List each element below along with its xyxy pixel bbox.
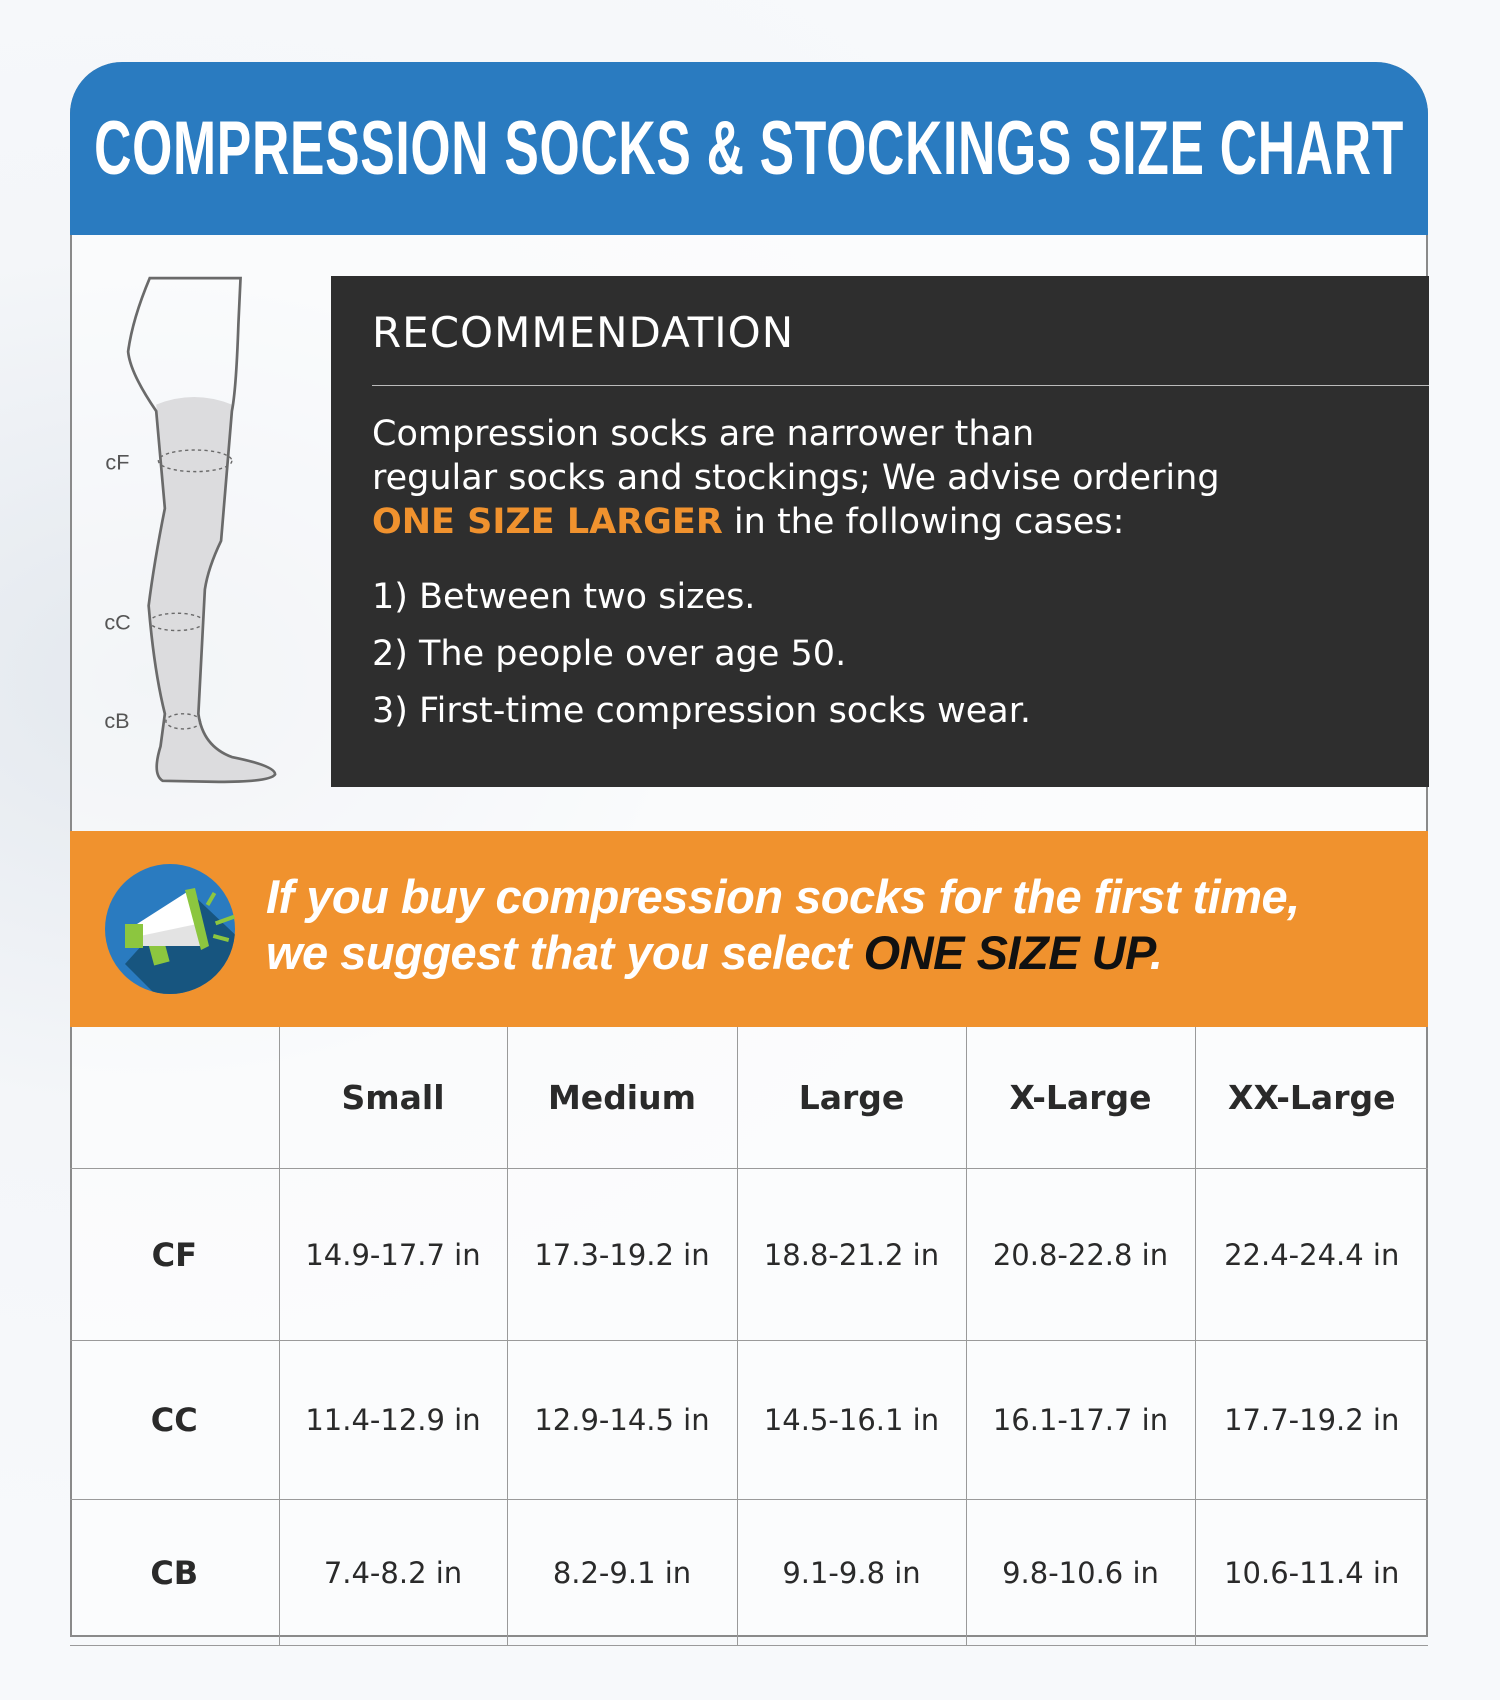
text-line: regular socks and stockings; We advise o… bbox=[372, 458, 1220, 498]
text-line: Compression socks are narrower than bbox=[372, 414, 1035, 454]
table-cell: 12.9-14.5 in bbox=[506, 1340, 738, 1500]
stocking-fill bbox=[148, 397, 276, 782]
table-cell: 8.2-9.1 in bbox=[506, 1499, 738, 1646]
table-cell: 10.6-11.4 in bbox=[1194, 1499, 1428, 1646]
header-x-large: X-Large bbox=[965, 1027, 1196, 1169]
banner-line: If you buy compression socks for the fir… bbox=[266, 870, 1300, 923]
text-rest: in the following cases: bbox=[722, 502, 1125, 542]
tip-banner: If you buy compression socks for the fir… bbox=[70, 831, 1428, 1027]
header-empty bbox=[70, 1027, 280, 1169]
table-cell: 7.4-8.2 in bbox=[278, 1499, 508, 1646]
recommendation-text: Compression socks are narrower than regu… bbox=[372, 412, 1412, 544]
banner-text-part: we suggest that you select bbox=[266, 926, 864, 979]
table-cell: 20.8-22.8 in bbox=[965, 1168, 1196, 1341]
header-small: Small bbox=[278, 1027, 508, 1169]
table-row: CF 14.9-17.7 in 17.3-19.2 in 18.8-21.2 i… bbox=[70, 1168, 1428, 1341]
header-xx-large: XX-Large bbox=[1194, 1027, 1428, 1169]
leg-diagram: cF cC cB bbox=[104, 276, 277, 784]
banner-text: If you buy compression socks for the fir… bbox=[266, 869, 1300, 981]
size-table: Small Medium Large X-Large XX-Large CF 1… bbox=[70, 1027, 1428, 1646]
page-title: COMPRESSION SOCKS & STOCKINGS SIZE CHART bbox=[94, 106, 1404, 191]
table-cell: 22.4-24.4 in bbox=[1194, 1168, 1428, 1341]
cf-circumference bbox=[157, 449, 233, 473]
table-cell: 14.9-17.7 in bbox=[278, 1168, 508, 1341]
table-cell: 16.1-17.7 in bbox=[965, 1340, 1196, 1500]
list-item: 1) Between two sizes. bbox=[372, 577, 756, 617]
recommendation-panel: RECOMMENDATION Compression socks are nar… bbox=[331, 276, 1429, 787]
cases-list: 1) Between two sizes. 2) The people over… bbox=[372, 569, 1031, 740]
highlight-one-size-larger: ONE SIZE LARGER bbox=[372, 502, 723, 542]
table-cell: 14.5-16.1 in bbox=[736, 1340, 967, 1500]
table-cell: 9.1-9.8 in bbox=[736, 1499, 967, 1646]
leg-outline bbox=[126, 276, 277, 784]
label-cf: cF bbox=[105, 449, 129, 474]
list-item: 2) The people over age 50. bbox=[372, 634, 847, 674]
header-bar: COMPRESSION SOCKS & STOCKINGS SIZE CHART bbox=[70, 62, 1428, 235]
divider bbox=[372, 385, 1429, 386]
table-header-row: Small Medium Large X-Large XX-Large bbox=[70, 1027, 1428, 1169]
list-item: 3) First-time compression socks wear. bbox=[372, 691, 1032, 731]
row-label: CF bbox=[70, 1168, 280, 1341]
table-cell: 17.3-19.2 in bbox=[506, 1168, 738, 1341]
table-cell: 17.7-19.2 in bbox=[1194, 1340, 1428, 1500]
table-cell: 18.8-21.2 in bbox=[736, 1168, 967, 1341]
cb-circumference bbox=[165, 713, 202, 730]
banner-text-end: . bbox=[1149, 926, 1163, 979]
text-line: ONE SIZE LARGER in the following cases: bbox=[372, 500, 1412, 544]
banner-line: we suggest that you select ONE SIZE UP. bbox=[266, 925, 1300, 981]
header-large: Large bbox=[736, 1027, 967, 1169]
cc-circumference bbox=[149, 612, 205, 632]
row-label: CB bbox=[70, 1499, 280, 1646]
row-label: CC bbox=[70, 1340, 280, 1500]
recommendation-heading: RECOMMENDATION bbox=[372, 308, 795, 357]
table-cell: 11.4-12.9 in bbox=[278, 1340, 508, 1500]
label-cc: cC bbox=[104, 609, 130, 634]
highlight-one-size-up: ONE SIZE UP bbox=[863, 926, 1151, 979]
header-medium: Medium bbox=[506, 1027, 738, 1169]
label-cb: cB bbox=[104, 708, 129, 733]
megaphone-icon bbox=[105, 864, 235, 994]
table-row: CC 11.4-12.9 in 12.9-14.5 in 14.5-16.1 i… bbox=[70, 1340, 1428, 1500]
table-row: CB 7.4-8.2 in 8.2-9.1 in 9.1-9.8 in 9.8-… bbox=[70, 1499, 1428, 1646]
table-cell: 9.8-10.6 in bbox=[965, 1499, 1196, 1646]
